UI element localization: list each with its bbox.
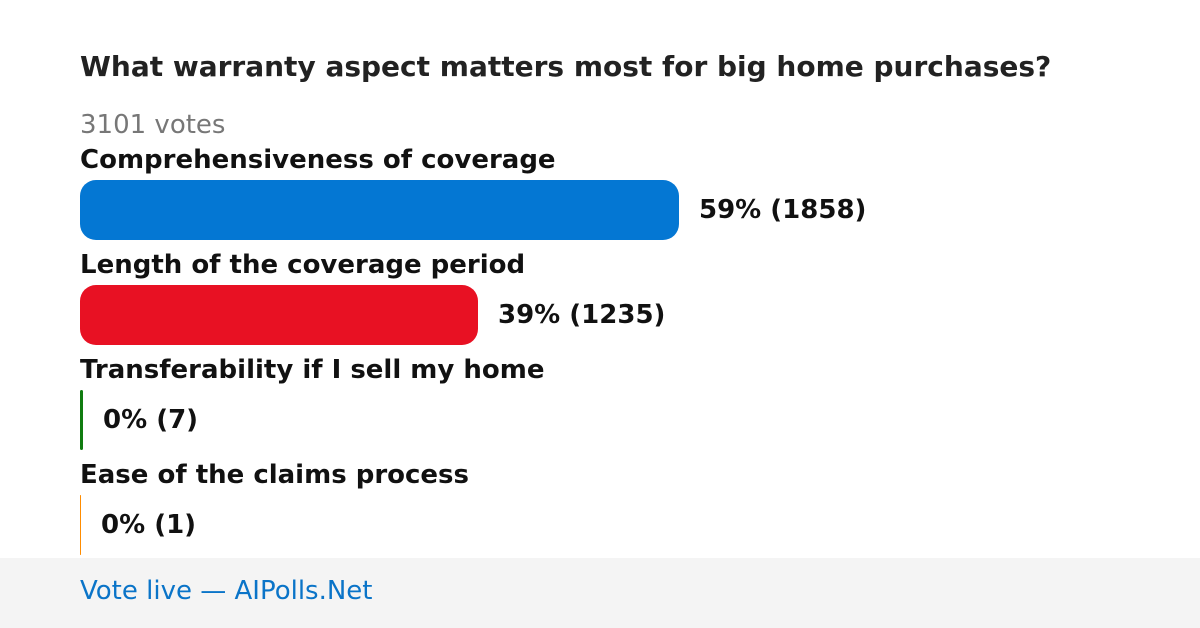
poll-option[interactable]: Length of the coverage period 39% (1235) xyxy=(80,250,1190,355)
poll-option[interactable]: Ease of the claims process 0% (1) xyxy=(80,460,1190,565)
vote-live-link[interactable]: Vote live — AIPolls.Net xyxy=(80,576,373,606)
option-bar xyxy=(80,285,478,345)
poll-option[interactable]: Comprehensiveness of coverage 59% (1858) xyxy=(80,145,1190,250)
option-bar xyxy=(80,180,679,240)
option-percentage: 39% (1235) xyxy=(498,300,666,330)
option-percentage: 59% (1858) xyxy=(699,195,867,225)
option-percentage: 0% (1) xyxy=(101,510,197,540)
poll-question: What warranty aspect matters most for bi… xyxy=(80,50,1052,83)
vote-count: 3101 votes xyxy=(80,110,226,140)
option-bar xyxy=(80,495,81,555)
option-bar xyxy=(80,390,83,450)
option-label: Comprehensiveness of coverage xyxy=(80,145,556,175)
option-label: Transferability if I sell my home xyxy=(80,355,545,385)
poll-option[interactable]: Transferability if I sell my home 0% (7) xyxy=(80,355,1190,460)
option-percentage: 0% (7) xyxy=(103,405,199,435)
option-label: Length of the coverage period xyxy=(80,250,526,280)
option-label: Ease of the claims process xyxy=(80,460,470,490)
footer: Vote live — AIPolls.Net xyxy=(0,558,1200,628)
